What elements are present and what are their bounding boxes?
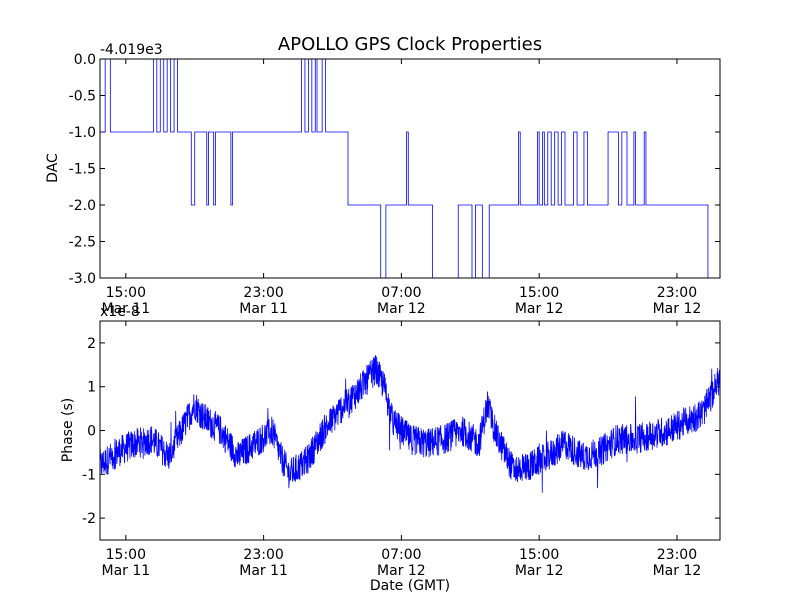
x-tick-label-time: 23:00 — [657, 285, 697, 301]
y-tick-label: -0.5 — [69, 89, 96, 105]
x-tick-label-date: Mar 11 — [239, 563, 288, 579]
phase-offset-label: x1e-8 — [100, 304, 140, 320]
x-tick-label-time: 23:00 — [243, 285, 283, 301]
x-tick-label-date: Mar 12 — [653, 563, 702, 579]
x-tick-label-time: 07:00 — [381, 547, 421, 563]
dac-panel: -4.019e3 DAC 0.0 -0.5 -1.0 -1.5 -2.0 -2.5 -3.0… — [45, 42, 721, 317]
y-tick-label: -2.0 — [69, 198, 96, 214]
y-tick-label: -1.0 — [69, 125, 96, 141]
y-tick-label: -2.5 — [69, 235, 96, 251]
y-tick-label: -2 — [82, 511, 96, 527]
dac-axes-frame — [99, 58, 721, 279]
x-tick-label-date: Mar 12 — [653, 301, 702, 317]
y-tick-label: -1.5 — [69, 162, 96, 178]
x-tick-label-time: 23:00 — [243, 547, 283, 563]
dac-ylabel: DAC — [45, 153, 61, 183]
x-tick-label-date: Mar 12 — [515, 301, 564, 317]
dac-offset-label: -4.019e3 — [100, 42, 163, 58]
phase-ylabel: Phase (s) — [60, 398, 76, 462]
x-tick-label-time: 15:00 — [106, 285, 146, 301]
y-tick-label: 0 — [87, 424, 96, 440]
dac-series-line — [100, 59, 720, 278]
y-tick-label: 0.0 — [74, 52, 96, 68]
x-tick-label-time: 15:00 — [519, 285, 559, 301]
x-tick-label-date: Mar 12 — [515, 563, 564, 579]
phase-xlabel: Date (GMT) — [370, 578, 450, 594]
x-tick-label-time: 15:00 — [106, 547, 146, 563]
y-tick-label: -3.0 — [69, 271, 96, 287]
x-tick-label-time: 07:00 — [381, 285, 421, 301]
x-tick-label-date: Mar 11 — [239, 301, 288, 317]
x-tick-label-date: Mar 12 — [377, 301, 426, 317]
phase-series-line — [100, 355, 720, 493]
figure-title: APOLLO GPS Clock Properties — [278, 34, 542, 55]
x-tick-label-date: Mar 12 — [377, 563, 426, 579]
y-tick-label: -1 — [82, 467, 96, 483]
y-tick-label: 1 — [87, 380, 96, 396]
x-tick-label-time: 15:00 — [519, 547, 559, 563]
x-tick-label-date: Mar 11 — [101, 563, 150, 579]
y-tick-label: 2 — [87, 336, 96, 352]
phase-axes-frame — [99, 320, 721, 541]
x-tick-label-time: 23:00 — [657, 547, 697, 563]
x-tick-label-date: Mar 11 — [101, 301, 150, 317]
